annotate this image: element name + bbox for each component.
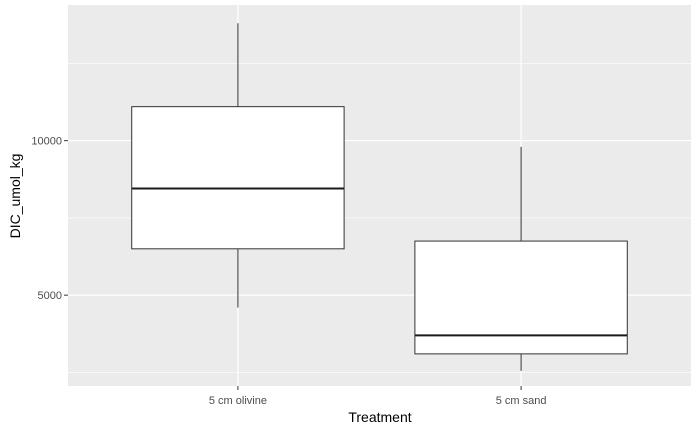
x-tick-label: 5 cm sand	[496, 395, 547, 407]
x-tick-label: 5 cm olivine	[209, 395, 267, 407]
boxplots	[131, 23, 628, 371]
y-tick-label: 10000	[31, 136, 62, 148]
box-iqr	[414, 240, 628, 355]
axes: 5000 10000 5 cm olivine 5 cm sand	[31, 136, 546, 407]
x-axis-title: Treatment	[348, 409, 411, 425]
y-tick-label: 5000	[38, 290, 62, 302]
box-iqr	[131, 106, 345, 250]
y-axis-title: DIC_umol_kg	[7, 154, 23, 239]
